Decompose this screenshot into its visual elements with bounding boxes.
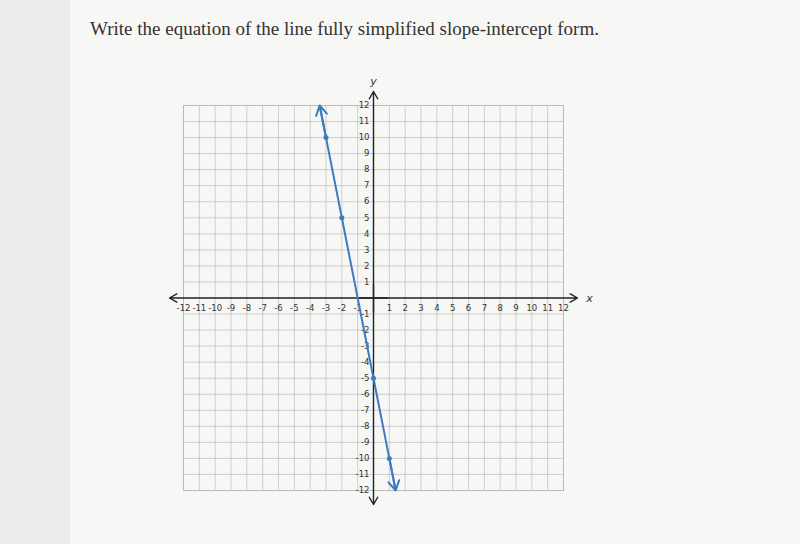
svg-text:-2: -2 [338,303,346,313]
svg-text:-8: -8 [243,303,251,313]
svg-text:9: 9 [364,148,369,158]
svg-text:-9: -9 [361,437,369,447]
svg-text:-6: -6 [361,389,369,399]
svg-text:3: 3 [364,245,369,255]
svg-text:-9: -9 [227,303,235,313]
svg-text:-11: -11 [192,303,206,313]
svg-text:8: 8 [497,303,502,313]
svg-text:7: 7 [482,303,487,313]
svg-text:4: 4 [364,229,369,239]
svg-text:8: 8 [364,164,369,174]
svg-text:6: 6 [466,303,471,313]
svg-text:5: 5 [450,303,455,313]
svg-text:-12: -12 [177,303,191,313]
svg-text:-10: -10 [208,303,222,313]
svg-text:2: 2 [364,261,369,271]
svg-text:-11: -11 [356,469,370,479]
svg-text:-5: -5 [361,373,369,383]
svg-text:-3: -3 [322,303,330,313]
svg-text:6: 6 [364,196,369,206]
svg-text:11: 11 [542,303,553,313]
svg-text:1: 1 [387,303,392,313]
svg-text:-1: -1 [361,308,370,319]
svg-text:12: 12 [359,100,370,110]
svg-text:-7: -7 [258,303,266,313]
svg-text:y: y [369,75,377,88]
svg-text:-12: -12 [356,485,370,495]
svg-text:-8: -8 [361,421,369,431]
svg-text:10: 10 [359,132,370,142]
svg-text:10: 10 [526,303,537,313]
svg-text:-1: -1 [353,302,362,313]
svg-text:x: x [585,292,593,305]
svg-text:-10: -10 [356,453,370,463]
svg-text:-4: -4 [306,303,314,313]
svg-text:-5: -5 [290,303,298,313]
svg-text:-2: -2 [361,324,370,335]
svg-text:11: 11 [359,116,370,126]
svg-text:9: 9 [513,303,518,313]
svg-text:-3: -3 [361,340,370,351]
html-text:Write the equation of the line: Write the equation of the line fully sim… [90,18,599,39]
svg-text:-4: -4 [361,357,369,367]
svg-text:5: 5 [364,213,369,223]
svg-text:7: 7 [364,180,369,190]
svg-text:-6: -6 [274,303,282,313]
svg-text:1: 1 [364,277,369,287]
svg-text:3: 3 [418,303,423,313]
svg-text:4: 4 [434,303,439,313]
svg-text:2: 2 [402,303,407,313]
svg-text:-7: -7 [361,405,369,415]
svg-text:12: 12 [558,303,569,313]
